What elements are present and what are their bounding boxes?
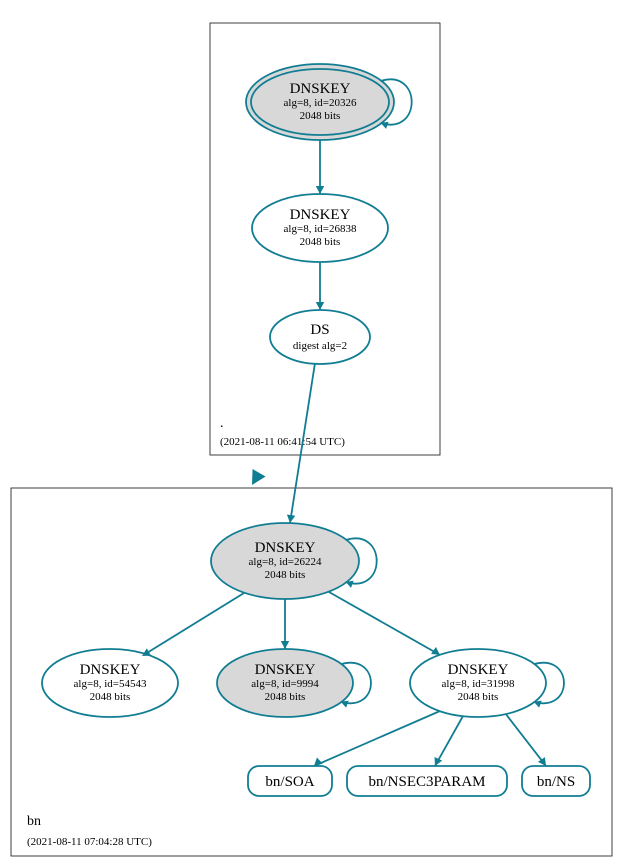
svg-text:2048 bits: 2048 bits [90, 691, 131, 703]
node-bn-soa: bn/SOA [248, 766, 332, 796]
svg-text:DNSKEY: DNSKEY [255, 662, 316, 678]
svg-text:DNSKEY: DNSKEY [255, 540, 316, 556]
svg-text:alg=8, id=54543: alg=8, id=54543 [74, 678, 147, 690]
svg-text:2048 bits: 2048 bits [265, 569, 306, 581]
svg-text:2048 bits: 2048 bits [300, 110, 341, 122]
svg-text:bn/NSEC3PARAM: bn/NSEC3PARAM [369, 774, 486, 790]
svg-text:alg=8, id=26838: alg=8, id=26838 [284, 223, 357, 235]
node-root-zsk: DNSKEYalg=8, id=268382048 bits [252, 194, 388, 262]
svg-text:DNSKEY: DNSKEY [290, 81, 351, 97]
node-root-ds: DS digest alg=2 [270, 310, 370, 364]
svg-text:2048 bits: 2048 bits [265, 691, 306, 703]
svg-text:alg=8, id=31998: alg=8, id=31998 [442, 678, 515, 690]
node-bn-ns: bn/NS [522, 766, 590, 796]
svg-text:bn/SOA: bn/SOA [265, 774, 314, 790]
node-bn-zsk3: DNSKEYalg=8, id=319982048 bits [410, 649, 564, 717]
svg-text:alg=8, id=26224: alg=8, id=26224 [249, 556, 322, 568]
edge-bn-ksk-bn-zsk3 [329, 592, 440, 655]
node-bn-zsk1: DNSKEYalg=8, id=545432048 bits [42, 649, 178, 717]
svg-text:DNSKEY: DNSKEY [448, 662, 509, 678]
svg-text:DNSKEY: DNSKEY [290, 207, 351, 223]
edge-bn-zsk3-bn-ns [505, 713, 546, 766]
edge-bn-zsk3-bn-soa [314, 711, 440, 766]
svg-text:DS: DS [310, 322, 329, 338]
svg-text:2048 bits: 2048 bits [458, 691, 499, 703]
svg-text:(2021-08-11 07:04:28 UTC): (2021-08-11 07:04:28 UTC) [27, 836, 152, 848]
svg-text:bn/NS: bn/NS [537, 774, 575, 790]
edge-bn-ksk-bn-zsk1 [142, 593, 244, 656]
svg-text:alg=8, id=20326: alg=8, id=20326 [284, 97, 357, 109]
svg-text:bn: bn [27, 814, 41, 829]
dnssec-diagram: . (2021-08-11 06:41:54 UTC) bn (2021-08-11 … [0, 0, 624, 865]
svg-text:digest alg=2: digest alg=2 [293, 340, 347, 352]
svg-text:alg=8, id=9994: alg=8, id=9994 [251, 678, 319, 690]
svg-text:(2021-08-11 06:41:54 UTC): (2021-08-11 06:41:54 UTC) [220, 436, 345, 448]
node-bn-zsk2: DNSKEYalg=8, id=99942048 bits [217, 649, 371, 717]
svg-text:DNSKEY: DNSKEY [80, 662, 141, 678]
node-root-ksk: DNSKEYalg=8, id=203262048 bits [246, 64, 412, 140]
svg-text:2048 bits: 2048 bits [300, 236, 341, 248]
node-bn-nsec3: bn/NSEC3PARAM [347, 766, 507, 796]
edge-bn-zsk3-bn-nsec3 [435, 716, 463, 766]
svg-text:.: . [220, 416, 224, 431]
node-bn-ksk: DNSKEYalg=8, id=262242048 bits [211, 523, 377, 599]
